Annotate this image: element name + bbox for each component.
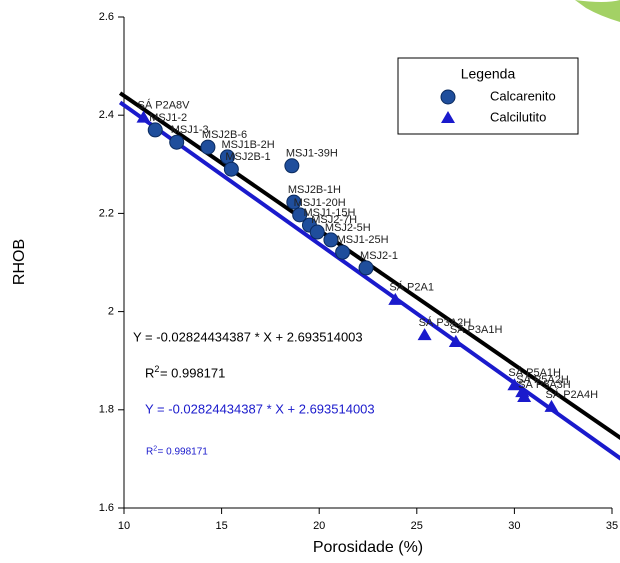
point xyxy=(335,244,351,260)
point xyxy=(136,110,151,123)
y-tick-label: 2 xyxy=(108,306,114,318)
legend-label: Calcarenito xyxy=(490,88,556,103)
point xyxy=(147,122,163,138)
point-label: SÁ P2A4H xyxy=(545,388,598,401)
legend-marker xyxy=(441,111,455,123)
point-label: MSJ2B-6 xyxy=(202,129,247,141)
point xyxy=(200,139,216,155)
point-label: MSJ2B-1H xyxy=(288,184,341,196)
point xyxy=(309,224,325,240)
point-label: SÁ P5A1H xyxy=(508,366,561,379)
point xyxy=(323,232,339,248)
equation: Y = -0.02824434387 * X + 2.693514003 xyxy=(133,329,363,344)
point xyxy=(223,161,239,177)
y-axis-label: RHOB xyxy=(11,239,28,285)
point xyxy=(286,194,302,210)
point-label: MSJ1-15H xyxy=(303,207,355,219)
y-tick-label: 2.2 xyxy=(99,207,114,219)
r2-value: = 0.998171 xyxy=(158,447,209,458)
y-tick-label: 1.6 xyxy=(99,502,114,514)
legend-box xyxy=(397,57,579,135)
point-label: MSJ1-39H xyxy=(286,148,338,160)
point-label: MSJ1-3 xyxy=(171,124,209,136)
point xyxy=(517,390,532,403)
legend-marker xyxy=(440,89,456,105)
r2-sup: 2 xyxy=(154,364,159,374)
r2-sup: 2 xyxy=(153,445,157,452)
point-label: SÁ P3A2H xyxy=(419,316,472,329)
point xyxy=(544,399,559,412)
x-tick-label: 30 xyxy=(508,520,520,532)
r2-prefix: R xyxy=(145,365,154,380)
x-tick-label: 25 xyxy=(411,520,423,532)
point-label: MSJ1-2 xyxy=(149,112,187,124)
legend-title: Legenda xyxy=(461,66,516,82)
legend-label: Calcilutito xyxy=(490,109,546,124)
point xyxy=(292,207,308,223)
x-tick-label: 15 xyxy=(215,520,227,532)
x-axis-label: Porosidade (%) xyxy=(313,539,423,556)
x-tick-label: 10 xyxy=(118,520,130,532)
point-label: MSJ1-20H xyxy=(294,197,346,209)
decoration xyxy=(575,0,620,22)
point-label: MSJ2-7H xyxy=(311,214,357,226)
x-tick-label: 35 xyxy=(606,520,618,532)
point-label: MSJ1-25H xyxy=(337,234,389,246)
r2-prefix: R xyxy=(146,447,153,458)
r2-value: = 0.998171 xyxy=(160,365,225,380)
point-label: SÁ P2A8V xyxy=(138,99,191,112)
point-label: SÁ P2A1 xyxy=(389,281,434,294)
point-label: MSJ2-1 xyxy=(360,250,398,262)
equation: Y = -0.02824434387 * X + 2.693514003 xyxy=(145,401,375,416)
y-tick-label: 1.8 xyxy=(99,404,114,416)
fit-line xyxy=(118,100,620,461)
y-tick-label: 2.6 xyxy=(99,11,114,23)
x-tick-label: 20 xyxy=(313,520,325,532)
point xyxy=(417,328,432,341)
point xyxy=(388,292,403,305)
point xyxy=(507,378,522,391)
point xyxy=(358,260,374,276)
point xyxy=(169,134,185,150)
point-label: SÁ P3A1H xyxy=(450,323,503,336)
point-label: SÁ P5A2H xyxy=(516,373,569,386)
point xyxy=(448,335,463,348)
point-label: MSJ1B-2H xyxy=(221,139,274,151)
y-tick-label: 2.4 xyxy=(99,109,114,121)
point xyxy=(284,158,300,174)
point-label: MSJ2B-1 xyxy=(225,151,270,163)
point-label: SÁ P5A3H xyxy=(518,378,571,391)
point-label: MSJ2-5H xyxy=(325,222,371,234)
